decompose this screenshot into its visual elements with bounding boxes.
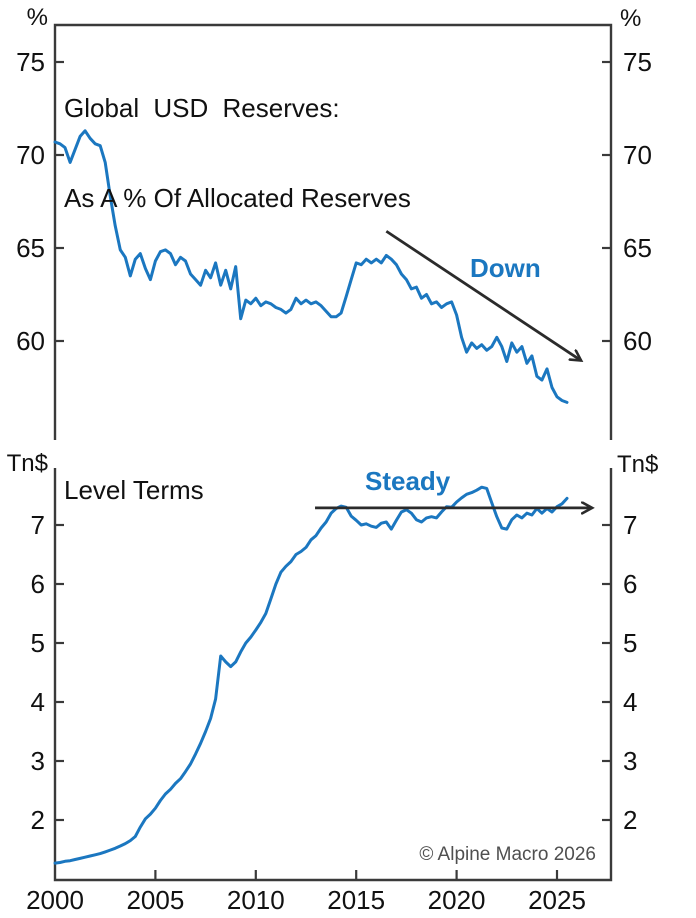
y-tick-label-right: 3 — [623, 746, 637, 776]
copyright-note: © Alpine Macro 2026 — [419, 844, 596, 865]
unit-label-bottom-right: Tn$ — [617, 451, 659, 478]
x-tick-label: 2005 — [126, 885, 184, 915]
y-tick-label-right: 60 — [623, 326, 652, 356]
y-tick-label-left: 4 — [31, 687, 45, 717]
y-tick-label-left: 2 — [31, 805, 45, 835]
x-tick-label: 2000 — [26, 885, 84, 915]
x-tick-label: 2025 — [528, 885, 586, 915]
y-tick-label-right: 75 — [623, 47, 652, 77]
y-tick-label-left: 7 — [31, 510, 45, 540]
usd-level-tn-series-line — [53, 485, 569, 865]
y-tick-label-right: 65 — [623, 233, 652, 263]
panel-usd-share-pct: 60 60 65 65 70 70 75 75 — [16, 23, 652, 440]
y-tick-label-right: 70 — [623, 140, 652, 170]
y-tick-label-left: 70 — [16, 140, 45, 170]
down-annotation-label: Down — [470, 253, 541, 283]
down-trend-arrow — [385, 230, 581, 360]
steady-annotation-label: Steady — [365, 466, 451, 496]
y-tick-label-left: 6 — [31, 569, 45, 599]
panel-2-title: Level Terms — [64, 475, 204, 505]
y-tick-label-left: 3 — [31, 746, 45, 776]
x-tick-label: 2020 — [428, 885, 486, 915]
y-tick-label-left: 5 — [31, 628, 45, 658]
usd-share-pct-series-line — [53, 129, 569, 404]
panel-usd-level-tn: 2 2 3 3 4 4 5 5 6 6 7 7 2000 2005 2010 2015 2020 2025 — [26, 468, 637, 915]
y-tick-label-left: 65 — [16, 233, 45, 263]
y-tick-label-left: 75 — [16, 47, 45, 77]
panel-1-title-line-1: Global USD Reserves: — [64, 93, 340, 123]
unit-label-top-left: % — [26, 4, 48, 31]
x-tick-label: 2010 — [227, 885, 285, 915]
axis-frame — [53, 23, 613, 440]
y-tick-label-right: 2 — [623, 805, 637, 835]
panel-1-title: Global USD Reserves: As A % Of Allocated… — [64, 33, 411, 273]
y-tick-label-right: 7 — [623, 510, 637, 540]
unit-label-top-right: % — [620, 5, 642, 32]
axis-frame — [53, 468, 613, 882]
y-tick-label-left: 60 — [16, 326, 45, 356]
y-tick-label-right: 4 — [623, 687, 637, 717]
unit-label-bottom-left: Tn$ — [6, 450, 48, 477]
y-tick-label-right: 6 — [623, 569, 637, 599]
x-tick-label: 2015 — [327, 885, 385, 915]
y-tick-label-right: 5 — [623, 628, 637, 658]
panel-1-title-line-2: As A % Of Allocated Reserves — [64, 183, 411, 213]
